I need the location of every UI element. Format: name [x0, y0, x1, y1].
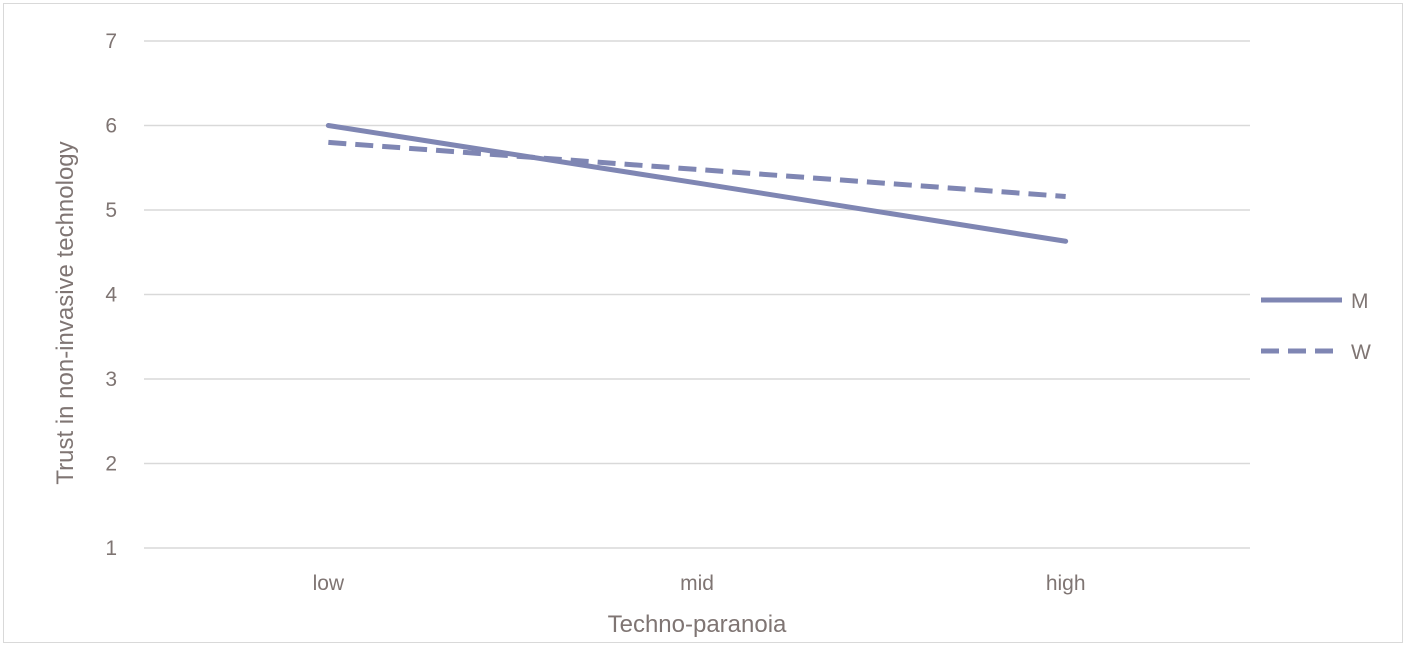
chart-frame [3, 3, 1403, 643]
y-axis-tick-labels: 1 2 3 4 5 6 7 [105, 30, 117, 560]
gridlines [144, 40, 1250, 549]
y-tick-label: 4 [105, 284, 117, 307]
y-tick-label: 6 [105, 115, 117, 138]
y-tick-label: 7 [105, 30, 117, 53]
x-tick-label: high [1046, 572, 1086, 595]
data-series [325, 123, 1069, 244]
x-axis-title: Techno-paranoia [608, 611, 787, 638]
series-line-M [325, 123, 1069, 244]
y-tick-label: 2 [105, 453, 117, 476]
x-tick-label: low [313, 572, 345, 595]
y-axis-title: Trust in non-invasive technology [52, 141, 79, 484]
y-tick-label: 3 [105, 368, 117, 391]
legend-label-W: W [1351, 341, 1371, 364]
series-line-W [328, 139, 1066, 199]
x-tick-label: mid [680, 572, 714, 595]
y-tick-label: 5 [105, 199, 117, 222]
x-axis-tick-labels: low mid high [313, 572, 1086, 595]
legend: MW [1261, 290, 1371, 364]
legend-label-M: M [1351, 290, 1369, 313]
y-tick-label: 1 [105, 537, 117, 560]
